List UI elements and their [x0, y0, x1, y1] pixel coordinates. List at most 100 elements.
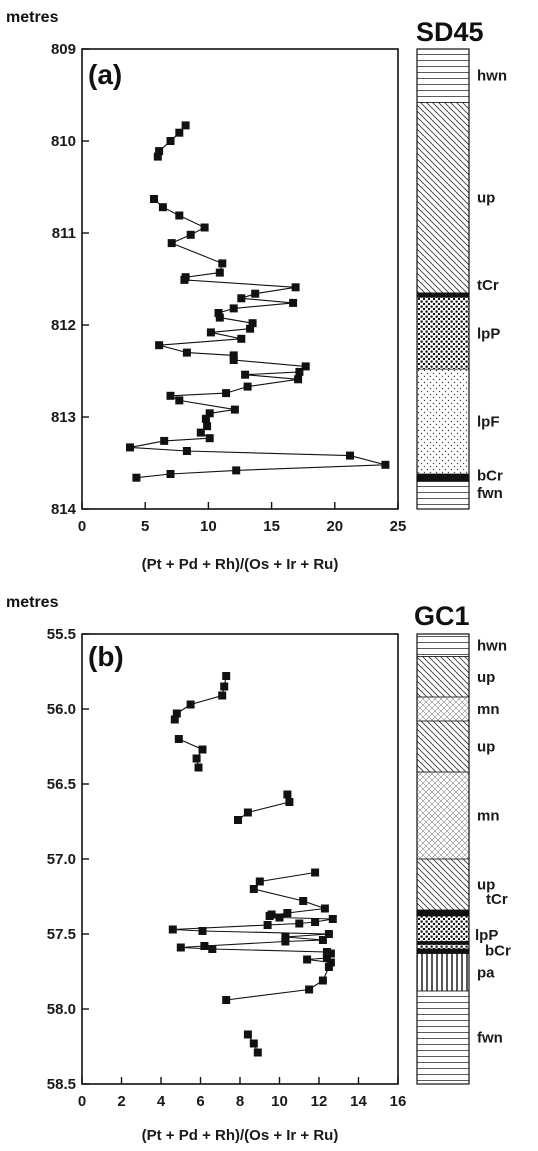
- data-point: [160, 436, 169, 445]
- strat-unit-label: up: [477, 739, 495, 756]
- data-point: [175, 211, 184, 220]
- data-point: [234, 816, 242, 824]
- data-point: [170, 715, 179, 724]
- data-point: [311, 868, 320, 877]
- data-point: [232, 466, 241, 475]
- data-point: [218, 691, 227, 700]
- strat-unit: [416, 292, 470, 298]
- data-point: [291, 283, 300, 292]
- data-point: [196, 428, 205, 437]
- strat-unit: [416, 633, 470, 657]
- data-point: [328, 915, 337, 923]
- y-tick-label: 810: [51, 133, 76, 150]
- x-tick-label: 0: [78, 1093, 86, 1110]
- data-point: [299, 897, 308, 905]
- x-tick-label: 16: [390, 1093, 407, 1110]
- data-point: [381, 460, 390, 469]
- data-point: [318, 936, 327, 944]
- strat-unit-label: fwn: [477, 1030, 503, 1047]
- y-tick-label: 812: [51, 317, 76, 334]
- data-point: [132, 473, 141, 482]
- data-point: [218, 259, 227, 268]
- strat-unit: [416, 481, 470, 510]
- data-point: [192, 754, 201, 763]
- data-point: [237, 294, 246, 303]
- data-point: [229, 304, 238, 313]
- panel-a-ylabel: metres: [6, 9, 59, 26]
- y-tick-label: 58.5: [47, 1076, 76, 1093]
- data-point: [175, 128, 184, 137]
- data-point: [200, 942, 209, 950]
- data-point: [155, 341, 164, 350]
- data-point: [243, 808, 252, 817]
- data-point: [243, 1030, 252, 1039]
- data-point: [346, 451, 354, 460]
- data-point: [320, 904, 329, 913]
- strat-unit-label: lpP: [475, 927, 498, 944]
- strat-unit-label: up: [477, 877, 495, 894]
- data-point: [253, 1048, 262, 1057]
- strat-unit-label: up: [477, 190, 495, 207]
- data-point: [324, 930, 333, 938]
- panel-a-series: [126, 121, 390, 482]
- data-point: [201, 414, 210, 423]
- data-point: [322, 954, 331, 962]
- data-point: [186, 230, 195, 239]
- strat-unit: [416, 656, 470, 698]
- strat-unit-label: tCr: [477, 277, 499, 294]
- core-gc1-label: GC1: [414, 601, 470, 631]
- data-point: [126, 443, 134, 452]
- data-point: [283, 790, 292, 799]
- strat-unit: [416, 696, 470, 722]
- x-tick-label: 10: [271, 1093, 288, 1110]
- data-point: [281, 937, 290, 946]
- data-point: [295, 367, 304, 376]
- data-point: [175, 396, 184, 405]
- data-point: [215, 268, 224, 277]
- data-point: [230, 405, 239, 414]
- data-point: [251, 289, 260, 298]
- data-point: [249, 885, 258, 893]
- strat-unit: [416, 858, 470, 911]
- data-point: [241, 370, 250, 379]
- panel-b-series: [168, 672, 337, 1057]
- data-point: [237, 334, 246, 343]
- strat-unit-label: bCr: [477, 468, 503, 485]
- strat-unit: [416, 771, 470, 860]
- strat-unit: [416, 953, 470, 992]
- y-tick-label: 56.0: [47, 701, 76, 718]
- strat-unit: [416, 297, 470, 370]
- y-tick-label: 811: [52, 225, 76, 242]
- x-tick-label: 14: [350, 1093, 367, 1110]
- panel-b: metres (b) 55.5 56.0 56.5 57.0 57.5 58.0 58.50…: [6, 594, 511, 1144]
- strat-unit: [416, 473, 470, 482]
- panel-b-xlabel: (Pt + Pd + Rh)/(Os + Ir + Ru): [142, 1127, 339, 1144]
- y-tick-label: 57.0: [47, 851, 76, 868]
- strat-unit: [416, 948, 470, 954]
- data-point: [301, 362, 310, 371]
- core-sd45-label: SD45: [416, 17, 484, 47]
- data-point: [248, 319, 257, 328]
- column-frame: [416, 48, 470, 510]
- data-point: [281, 933, 290, 941]
- strat-unit: [416, 941, 470, 945]
- x-tick-label: 0: [78, 518, 86, 535]
- panel-b-ylabel: metres: [6, 594, 59, 611]
- y-tick-label: 814: [51, 501, 77, 518]
- data-point: [150, 195, 158, 203]
- y-tick-label: 57.5: [47, 926, 76, 943]
- data-point: [166, 391, 175, 400]
- panel-b-frame: [81, 633, 399, 1085]
- data-point: [182, 348, 191, 357]
- data-point: [208, 945, 217, 953]
- data-point: [155, 147, 164, 156]
- data-point: [198, 927, 207, 935]
- data-point: [172, 709, 181, 718]
- data-point: [166, 137, 175, 145]
- data-point: [283, 909, 292, 917]
- strat-unit: [416, 720, 470, 773]
- x-tick-label: 6: [196, 1093, 204, 1110]
